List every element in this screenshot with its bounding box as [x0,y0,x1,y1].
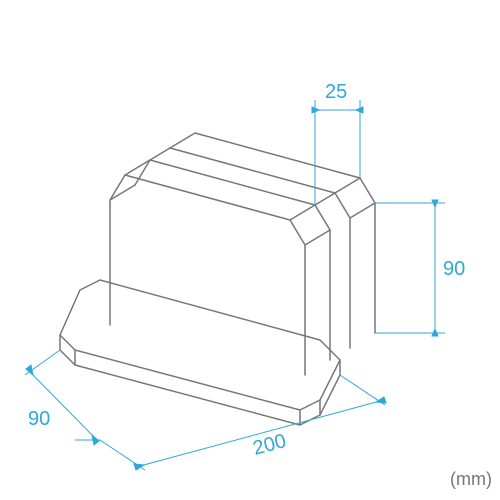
dim-25-label: 25 [325,81,347,103]
front-wall-top [125,160,315,220]
unit-label: (mm) [450,469,492,489]
base-front-left [60,335,75,365]
slot-inner [335,193,350,348]
front-wall-top-right2 [305,230,330,245]
diagram-group: 25 90 200 90 ( [25,81,492,489]
back-wall-right2 [350,203,375,218]
front-wall-left [110,175,305,375]
back-wall-right [360,178,375,333]
back-wall-top [170,133,360,193]
slot-top [150,148,335,205]
dim-height-label: 90 [443,258,465,280]
dimension-length: 200 [100,375,386,470]
dim-depth-label: 90 [28,408,50,430]
base-top-face [60,280,340,410]
dimension-height: 90 [375,200,465,336]
dimension-diagram: 25 90 200 90 ( [0,0,500,500]
dimension-slot-width: 25 [312,81,363,205]
base-front-bottom [75,365,300,425]
dimension-depth: 90 [25,350,100,445]
front-wall-top-right [315,205,330,360]
